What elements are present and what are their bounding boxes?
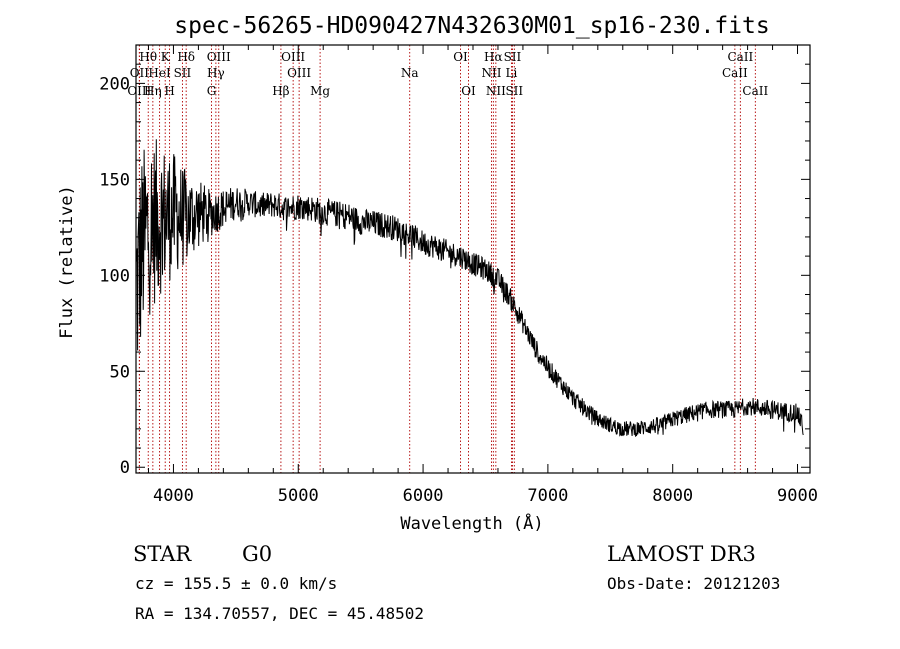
y-axis-label: Flux (relative) — [57, 185, 77, 339]
spectral-line-label: CaII — [722, 66, 748, 80]
spectral-line-label: OI — [453, 50, 468, 64]
spectral-line-label: Li — [506, 66, 518, 80]
observation-date: Obs-Date: 20121203 — [607, 574, 780, 593]
survey-name: LAMOST DR3 — [607, 542, 756, 566]
x-tick-label: 8000 — [652, 486, 693, 506]
object-class: STAR — [133, 542, 192, 566]
y-tick-label: 100 — [99, 266, 130, 286]
object-subclass: G0 — [242, 542, 272, 566]
spectral-line-label: OIII — [127, 84, 151, 98]
x-tick-label: 7000 — [527, 486, 568, 506]
spectral-line-label: Hγ — [207, 66, 225, 80]
spectral-line-label: Na — [401, 66, 419, 80]
spectral-line-label: OIII — [281, 50, 305, 64]
spectral-line-label: H — [164, 84, 174, 98]
y-tick-label: 0 — [120, 458, 130, 478]
spectral-line-label: Hα — [484, 50, 503, 64]
spectral-line-label: CaII — [727, 50, 753, 64]
spectral-line-label: G — [207, 84, 217, 98]
x-axis-label: Wavelength (Å) — [400, 512, 543, 534]
spectral-line-label: CaII — [742, 84, 768, 98]
redshift-info: cz = 155.5 ± 0.0 km/s — [135, 574, 337, 593]
spectral-line-label: OII — [130, 66, 150, 80]
spectral-line-label: NII — [481, 66, 501, 80]
spectral-line-label: NII — [486, 84, 506, 98]
spectral-line-label: OIII — [207, 50, 231, 64]
spectral-line-label: SII — [504, 50, 522, 64]
x-tick-label: 9000 — [777, 486, 818, 506]
x-tick-label: 4000 — [153, 486, 194, 506]
y-tick-label: 200 — [99, 74, 130, 94]
x-tick-label: 6000 — [403, 486, 444, 506]
axis-ticks: 4000 5000 6000 7000 8000 9000 0 50 100 150 200 — [99, 45, 818, 506]
spectral-line-label: SII — [505, 84, 523, 98]
y-tick-label: 150 — [99, 170, 130, 190]
x-tick-label: 5000 — [278, 486, 319, 506]
spectral-line-label: Mg — [310, 84, 330, 98]
spectrum-line — [135, 139, 804, 437]
spectral-line-label: Hδ — [177, 50, 195, 64]
spectral-line-label: SII — [174, 66, 192, 80]
plot-frame — [135, 44, 811, 474]
spectral-line-label: Hη — [144, 84, 162, 98]
spectral-line-markers — [138, 45, 756, 473]
spectral-line-label: K — [161, 50, 171, 64]
spectral-line-label: Hθ — [139, 50, 157, 64]
spectral-line-label: HeI — [148, 66, 171, 80]
y-tick-label: 50 — [110, 362, 130, 382]
spectral-line-label: OIII — [287, 66, 311, 80]
spectral-line-label: Hβ — [272, 84, 289, 98]
spectral-line-label: OI — [461, 84, 476, 98]
chart-title: spec-56265-HD090427N432630M01_sp16-230.f… — [174, 13, 769, 39]
coordinates: RA = 134.70557, DEC = 45.48502 — [135, 604, 424, 623]
